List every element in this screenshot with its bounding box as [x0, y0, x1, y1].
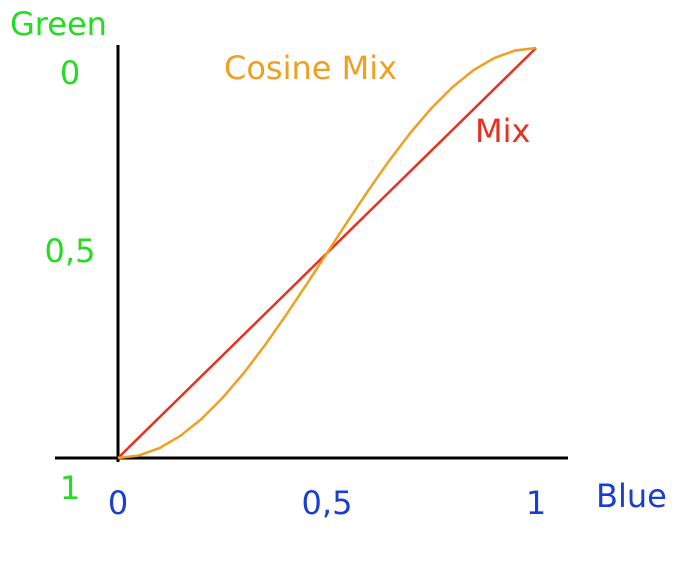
y-axis-title: Green	[10, 5, 107, 43]
y-tick-label: 0,5	[45, 232, 96, 270]
series-line	[117, 46, 537, 460]
y-tick-label: 1	[60, 469, 80, 507]
y-tick-label: 0	[60, 54, 80, 92]
x-tick-label: 0	[108, 484, 128, 522]
series-label: Mix	[475, 112, 530, 150]
series-label: Cosine Mix	[224, 49, 397, 87]
x-axis-title: Blue	[596, 477, 667, 515]
x-tick-label: 0,5	[302, 484, 353, 522]
x-tick-label: 1	[526, 484, 546, 522]
